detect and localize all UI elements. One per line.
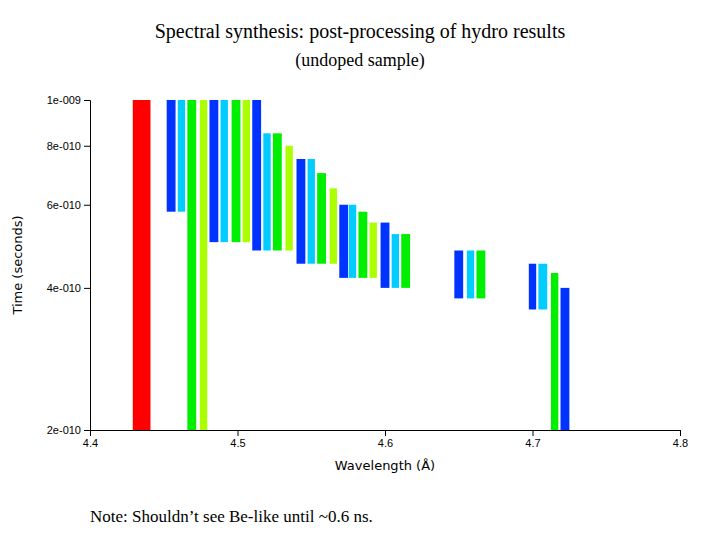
tick-mark	[385, 430, 386, 436]
spectral-band	[273, 133, 282, 250]
spectral-band	[339, 205, 348, 278]
x-tick: 4.6	[378, 430, 393, 449]
x-axis: 4.4 4.5 4.6 4.7 4.8	[83, 430, 688, 449]
x-tick: 4.8	[673, 430, 688, 449]
marks	[133, 100, 570, 430]
tick-mark	[84, 205, 90, 206]
x-tick: 4.7	[525, 430, 540, 449]
tick-label: 8e-010	[47, 140, 81, 152]
spectral-band	[200, 100, 207, 430]
tick-label: 4.5	[230, 437, 245, 449]
axis-line	[84, 101, 91, 431]
tick-mark	[533, 430, 534, 436]
tick-mark	[84, 430, 90, 431]
spectral-band	[221, 100, 228, 242]
spectral-band	[476, 250, 485, 298]
subtitle: (undoped sample)	[295, 50, 424, 71]
y-tick: 6e-010	[47, 199, 90, 211]
spectral-band	[529, 264, 536, 310]
spectral-band	[538, 264, 547, 310]
spectral-band	[297, 159, 306, 264]
tick-label: 4.7	[525, 437, 540, 449]
spectral-band	[381, 223, 390, 288]
spectral-band	[454, 250, 463, 298]
x-tick: 4.4	[83, 430, 98, 449]
spectral-band	[209, 100, 218, 242]
spectral-band	[551, 273, 558, 430]
spectral-band	[187, 100, 196, 430]
spectral-band	[358, 212, 367, 278]
spectral-band	[285, 146, 292, 251]
tick-label: 4e-010	[47, 282, 81, 294]
title: Spectral synthesis: post-processing of h…	[155, 20, 566, 43]
y-axis-title: Time (seconds)	[10, 215, 25, 315]
tick-label: 1e-009	[47, 94, 81, 106]
y-tick: 2e-010	[47, 424, 90, 436]
tick-mark	[238, 430, 239, 436]
x-axis-title: Wavelength (Å)	[335, 458, 435, 473]
spectral-band	[308, 159, 315, 264]
y-tick: 4e-010	[47, 282, 90, 294]
spectral-band	[232, 100, 241, 242]
x-tick: 4.5	[230, 430, 245, 449]
chart: Spectral synthesis: post-processing of h…	[0, 0, 720, 540]
plot: 4.4 4.5 4.6 4.7 4.8 1e-009 8e-010 6e-010 4e-010 2…	[10, 94, 688, 473]
spectral-band	[133, 100, 151, 430]
y-axis: 1e-009 8e-010 6e-010 4e-010 2e-010	[47, 94, 91, 436]
spectral-band	[317, 173, 326, 264]
tick-label: 4.8	[673, 437, 688, 449]
spectral-band	[330, 188, 337, 263]
spectral-band	[370, 223, 377, 278]
annotation: Note: Shouldn’t see Be-like until ~0.6 n…	[90, 507, 373, 526]
spectral-band	[243, 100, 250, 242]
tick-label: 2e-010	[47, 424, 81, 436]
tick-mark	[84, 146, 90, 147]
spectral-band	[467, 250, 474, 298]
tick-label: 6e-010	[47, 199, 81, 211]
tick-mark	[84, 100, 90, 101]
tick-label: 4.4	[83, 437, 98, 449]
spectral-band	[263, 133, 270, 250]
spectral-band	[392, 234, 399, 288]
tick-mark	[680, 430, 681, 436]
spectral-band	[167, 100, 176, 212]
spectral-band	[252, 100, 261, 250]
axis-line	[91, 431, 681, 437]
tick-label: 4.6	[378, 437, 393, 449]
spectral-band	[401, 234, 410, 288]
y-tick: 8e-010	[47, 140, 90, 152]
spectral-band	[349, 205, 356, 278]
spectral-band	[561, 288, 570, 430]
y-tick: 1e-009	[47, 94, 90, 106]
spectral-band	[178, 100, 185, 212]
tick-mark	[84, 288, 90, 289]
